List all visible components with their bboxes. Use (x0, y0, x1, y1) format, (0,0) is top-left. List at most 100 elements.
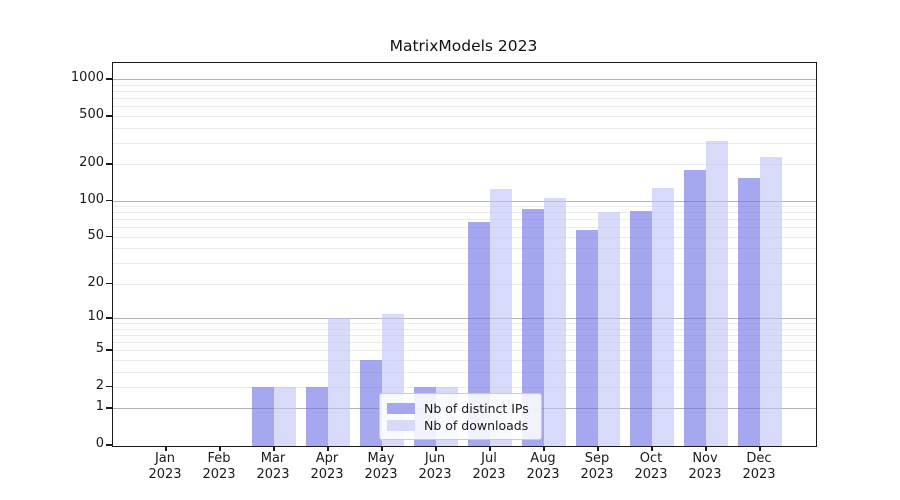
bar-downloads-apr (328, 318, 350, 446)
bar-distinct-ips-oct (630, 211, 652, 446)
x-tick-mark (165, 446, 167, 451)
gridline-y-10 (113, 318, 816, 320)
plot-area: Nb of distinct IPs Nb of downloads (112, 62, 817, 447)
x-tick-mark (381, 446, 383, 451)
y-tick-label-0: 0 (95, 436, 104, 451)
x-tick-mark (705, 446, 707, 451)
x-tick-label-dec: Dec 2023 (742, 451, 776, 482)
bar-distinct-ips-nov (684, 169, 706, 446)
bar-downloads-aug (544, 198, 566, 446)
bar-distinct-ips-jul (468, 222, 490, 446)
y-tick-label-20: 20 (87, 274, 104, 290)
y-tick-mark (106, 163, 112, 165)
bar-distinct-ips-dec (738, 178, 760, 446)
gridline-y-50 (113, 236, 816, 238)
y-tick-mark (106, 317, 112, 319)
gridline-y-4 (113, 359, 816, 361)
gridline-y-70 (113, 219, 816, 221)
gridline-y-200 (113, 164, 816, 166)
bar-downloads-jul (490, 189, 512, 446)
x-tick-label-nov: Nov 2023 (688, 451, 722, 482)
x-tick-mark (651, 446, 653, 451)
x-tick-label-oct: Oct 2023 (634, 451, 668, 482)
x-tick-mark (273, 446, 275, 451)
y-tick-label-1: 1 (95, 399, 104, 415)
gridline-y-80 (113, 212, 816, 214)
legend-label: Nb of downloads (424, 417, 529, 433)
y-tick-label-5: 5 (95, 341, 104, 357)
x-tick-label-apr: Apr 2023 (310, 451, 344, 482)
bar-distinct-ips-sep (576, 230, 598, 446)
bar-downloads-oct (652, 187, 674, 446)
y-tick-label-10: 10 (87, 309, 104, 325)
gridline-y-20 (113, 283, 816, 285)
bar-downloads-dec (760, 156, 782, 446)
bar-distinct-ips-apr (306, 386, 328, 446)
legend-label: Nb of distinct IPs (424, 400, 529, 416)
x-tick-mark (543, 446, 545, 451)
legend-swatch-icon (387, 402, 415, 414)
chart-title: MatrixModels 2023 (389, 37, 538, 55)
y-tick-mark (106, 78, 112, 80)
y-tick-mark (106, 407, 112, 409)
legend-item-distinct-ips: Nb of distinct IPs (387, 400, 534, 416)
gridline-y-300 (113, 142, 816, 144)
bar-distinct-ips-mar (252, 386, 274, 446)
gridline-y-5 (113, 350, 816, 352)
bar-downloads-nov (706, 141, 728, 446)
legend-swatch-icon (387, 419, 415, 431)
x-tick-mark (489, 446, 491, 451)
legend: Nb of distinct IPs Nb of downloads (379, 393, 542, 440)
gridline-y-400 (113, 127, 816, 129)
y-tick-label-200: 200 (79, 155, 104, 171)
y-tick-label-500: 500 (79, 107, 104, 122)
x-tick-label-may: May 2023 (364, 451, 398, 482)
y-tick-mark (106, 235, 112, 238)
x-tick-mark (759, 446, 761, 451)
legend-item-downloads: Nb of downloads (387, 417, 534, 433)
y-tick-mark (106, 349, 112, 351)
gridline-y-600 (113, 106, 816, 108)
y-tick-mark (106, 385, 112, 388)
y-tick-label-1000: 1000 (70, 70, 104, 86)
x-tick-mark (327, 446, 329, 451)
gridline-y-6 (113, 342, 816, 343)
x-tick-mark (435, 446, 437, 451)
y-tick-mark (106, 115, 112, 117)
x-tick-label-mar: Mar 2023 (256, 451, 290, 482)
y-tick-label-2: 2 (95, 377, 104, 393)
y-tick-mark (106, 444, 112, 446)
x-tick-label-jun: Jun 2023 (418, 451, 452, 482)
gridline-y-90 (113, 206, 816, 208)
x-tick-mark (219, 446, 221, 451)
gridline-y-60 (113, 227, 816, 229)
gridline-y-2 (113, 386, 816, 388)
gridline-y-500 (113, 116, 816, 117)
y-tick-label-50: 50 (87, 227, 104, 243)
y-tick-label-100: 100 (79, 191, 104, 207)
bar-downloads-mar (274, 386, 296, 446)
gridline-y-9 (113, 323, 816, 325)
gridline-y-40 (113, 248, 816, 250)
x-tick-label-jul: Jul 2023 (472, 451, 506, 482)
bar-downloads-sep (598, 212, 620, 446)
y-tick-mark (106, 282, 112, 285)
x-tick-label-sep: Sep 2023 (580, 451, 614, 482)
bar-distinct-ips-may (360, 359, 382, 446)
gridline-y-8 (113, 328, 816, 330)
x-tick-label-feb: Feb 2023 (202, 451, 236, 482)
x-tick-label-jan: Jan 2023 (148, 451, 182, 482)
bar-distinct-ips-aug (522, 209, 544, 446)
gridline-y-7 (113, 334, 816, 336)
gridline-y-3 (113, 371, 816, 373)
gridline-y-1000 (113, 79, 816, 81)
x-tick-mark (597, 446, 599, 451)
gridline-y-800 (113, 91, 816, 93)
gridline-y-700 (113, 98, 816, 100)
gridline-y-30 (113, 263, 816, 265)
x-tick-label-aug: Aug 2023 (526, 451, 560, 482)
y-tick-mark (106, 199, 112, 202)
gridline-y-900 (113, 84, 816, 86)
gridline-y-100 (113, 200, 816, 202)
